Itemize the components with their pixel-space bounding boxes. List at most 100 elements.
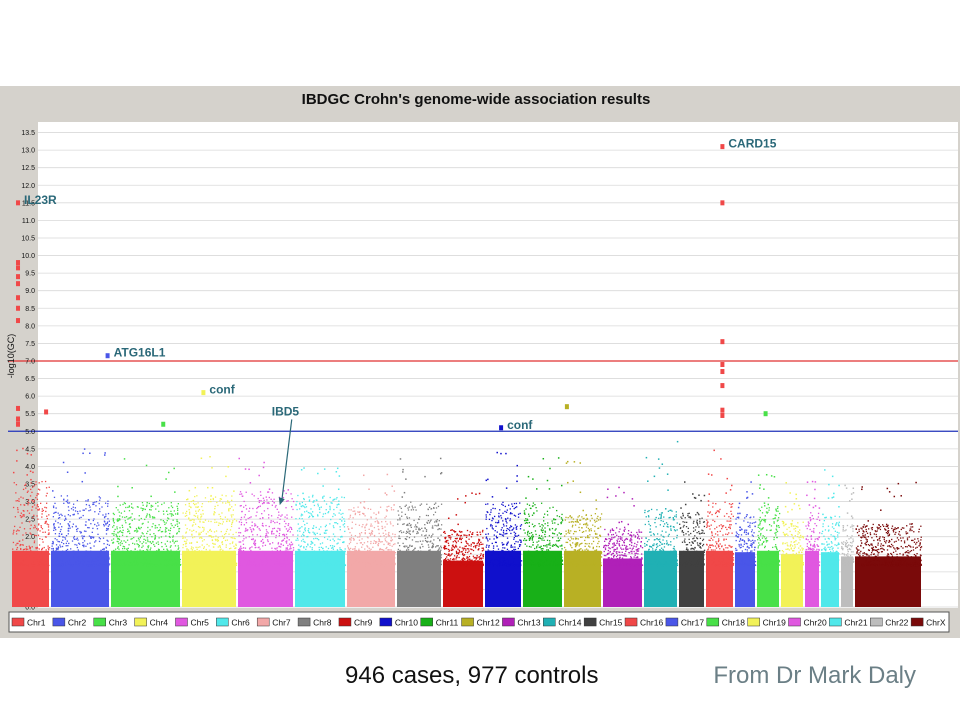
snp-point — [156, 550, 158, 552]
snp-point — [531, 523, 534, 525]
snp-point — [267, 536, 269, 538]
snp-point — [200, 562, 202, 565]
snp-point — [238, 561, 241, 564]
snp-point — [111, 553, 113, 555]
snp-point — [503, 557, 505, 559]
snp-point — [486, 544, 488, 546]
snp-point — [82, 514, 84, 517]
snp-point — [187, 553, 189, 555]
snp-point — [413, 563, 415, 565]
snp-point — [409, 524, 411, 527]
snp-point — [384, 555, 386, 557]
snp-point — [70, 564, 72, 567]
snp-point — [379, 547, 381, 550]
snp-point — [205, 562, 207, 565]
snp-point — [329, 554, 332, 556]
snp-point — [47, 524, 50, 526]
snp-point — [261, 564, 263, 566]
snp-point — [55, 548, 58, 550]
snp-point — [425, 562, 427, 564]
gridlines — [38, 132, 958, 608]
snp-point — [354, 535, 357, 537]
snp-point — [480, 558, 483, 560]
snp-point — [473, 542, 475, 544]
snp-point — [100, 562, 102, 565]
snp-point — [167, 513, 169, 516]
snp-point — [536, 550, 538, 552]
manhattan-figure: 0.00.51.01.52.02.53.03.54.04.55.05.56.06… — [0, 86, 960, 638]
snp-point — [112, 519, 115, 521]
snp-point — [491, 554, 493, 556]
snp-point — [277, 560, 280, 563]
snp-point — [62, 539, 64, 541]
snp-point — [485, 563, 487, 565]
snp-point — [416, 532, 418, 535]
snp-point — [103, 523, 105, 526]
snp-point — [242, 550, 245, 552]
snp-point — [401, 515, 403, 517]
snp-point — [411, 545, 413, 547]
snp-point — [106, 562, 109, 564]
snp-point — [92, 560, 94, 562]
snp-point — [144, 557, 146, 560]
snp-point — [428, 549, 430, 552]
snp-point — [447, 554, 450, 556]
snp-point — [169, 541, 172, 543]
snp-point — [64, 515, 66, 517]
snp-point — [478, 539, 481, 542]
snp-point — [146, 551, 149, 553]
snp-point — [540, 551, 543, 553]
snp-point — [525, 521, 528, 524]
snp-point — [514, 548, 517, 551]
snp-point — [458, 560, 460, 563]
snp-point — [544, 523, 546, 525]
snp-point — [93, 545, 95, 547]
snp-point — [278, 523, 281, 525]
snp-point — [273, 557, 275, 559]
snp-point — [17, 508, 19, 511]
snp-point — [404, 505, 406, 508]
snp-point — [433, 562, 435, 565]
snp-point — [214, 557, 217, 560]
snp-point — [463, 534, 465, 536]
snp-point — [61, 526, 63, 528]
snp-point — [59, 523, 62, 525]
snp-point — [22, 488, 25, 491]
snp-point — [207, 486, 209, 489]
snp-point — [240, 545, 242, 547]
snp-point — [47, 526, 50, 528]
snp-point — [285, 552, 288, 554]
snp-point — [348, 509, 350, 511]
snp-point — [325, 563, 327, 566]
snp-point — [291, 544, 293, 546]
snp-point — [386, 473, 389, 476]
snp-point — [291, 516, 293, 518]
y-tick-label: 9.5 — [25, 271, 35, 278]
snp-point — [404, 545, 406, 547]
snp-point — [172, 519, 174, 521]
snp-point — [296, 537, 299, 540]
snp-point — [485, 550, 487, 553]
snp-point — [304, 524, 306, 526]
snp-point — [324, 564, 326, 567]
snp-point — [375, 558, 377, 561]
snp-point — [489, 554, 491, 557]
snp-point — [164, 527, 167, 529]
snp-point — [219, 559, 222, 562]
snp-point — [74, 562, 76, 565]
snp-point — [248, 560, 251, 563]
snp-point — [368, 488, 370, 490]
snp-point — [141, 523, 143, 525]
snp-point — [398, 530, 401, 533]
snp-point — [509, 529, 511, 532]
snp-point — [38, 555, 40, 557]
snp-point — [261, 560, 264, 562]
snp-point — [221, 535, 224, 537]
snp-point — [53, 526, 55, 528]
snp-point — [286, 558, 288, 560]
snp-point — [61, 553, 63, 555]
snp-point — [25, 546, 28, 548]
snp-point — [404, 513, 407, 516]
snp-point — [425, 514, 428, 517]
snp-point — [259, 491, 262, 493]
